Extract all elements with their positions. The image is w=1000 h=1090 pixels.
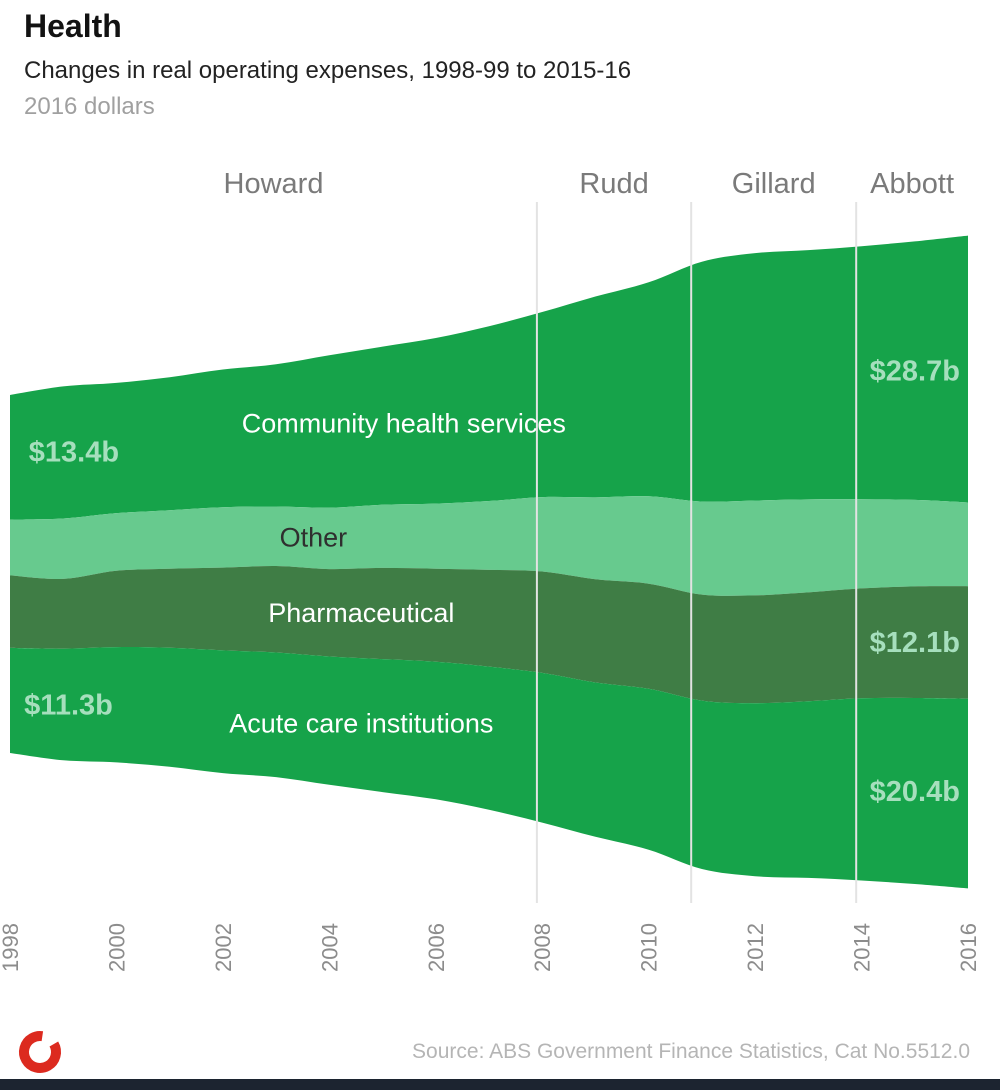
x-axis-tick-label: 1998: [0, 923, 23, 972]
x-axis-tick-label: 2010: [637, 923, 662, 972]
value-label: $12.1b: [870, 627, 960, 659]
era-label-rudd: Rudd: [579, 168, 648, 200]
x-axis-tick-label: 2016: [956, 923, 981, 972]
x-axis-tick-label: 2006: [424, 923, 449, 972]
series-label-pharmaceutical: Pharmaceutical: [268, 598, 454, 628]
value-label: $13.4b: [29, 437, 119, 469]
band-community-health-services: [10, 235, 968, 520]
chart-unit-note: 2016 dollars: [24, 92, 155, 120]
chart-header: Health Changes in real operating expense…: [24, 8, 631, 121]
x-axis-tick-label: 2004: [317, 923, 342, 972]
series-label-acute-care-institutions: Acute care institutions: [229, 709, 493, 739]
band-pharmaceutical: [10, 565, 968, 704]
logo-ring: [19, 1031, 61, 1073]
value-label: $28.7b: [870, 356, 960, 388]
era-label-abbott: Abbott: [870, 168, 954, 200]
chart-title: Health: [24, 8, 122, 44]
chart-subtitle: Changes in real operating expenses, 1998…: [24, 56, 632, 84]
era-label-howard: Howard: [224, 168, 324, 200]
source-text: Source: ABS Government Finance Statistic…: [412, 1040, 970, 1063]
band-acute-care-institutions: [10, 647, 968, 889]
x-axis-tick-label: 2014: [850, 923, 875, 972]
stream-chart: Howard Rudd Gillard Abbott 1998 2000 2002 2004 2…: [0, 168, 981, 972]
x-axis-tick-label: 2012: [743, 923, 768, 972]
x-axis-tick-label: 2002: [211, 923, 236, 972]
footer-bar: [0, 1079, 1000, 1090]
logo-icon: [19, 1031, 61, 1073]
value-label: $20.4b: [870, 776, 960, 808]
value-label: $11.3b: [24, 690, 113, 722]
era-label-gillard: Gillard: [732, 168, 816, 200]
x-axis-tick-label: 2000: [104, 923, 129, 972]
x-axis-tick-label: 2008: [530, 923, 555, 972]
series-label-community-health-services: Community health services: [242, 409, 566, 439]
band-other: [10, 496, 968, 596]
series-label-other: Other: [280, 523, 348, 553]
